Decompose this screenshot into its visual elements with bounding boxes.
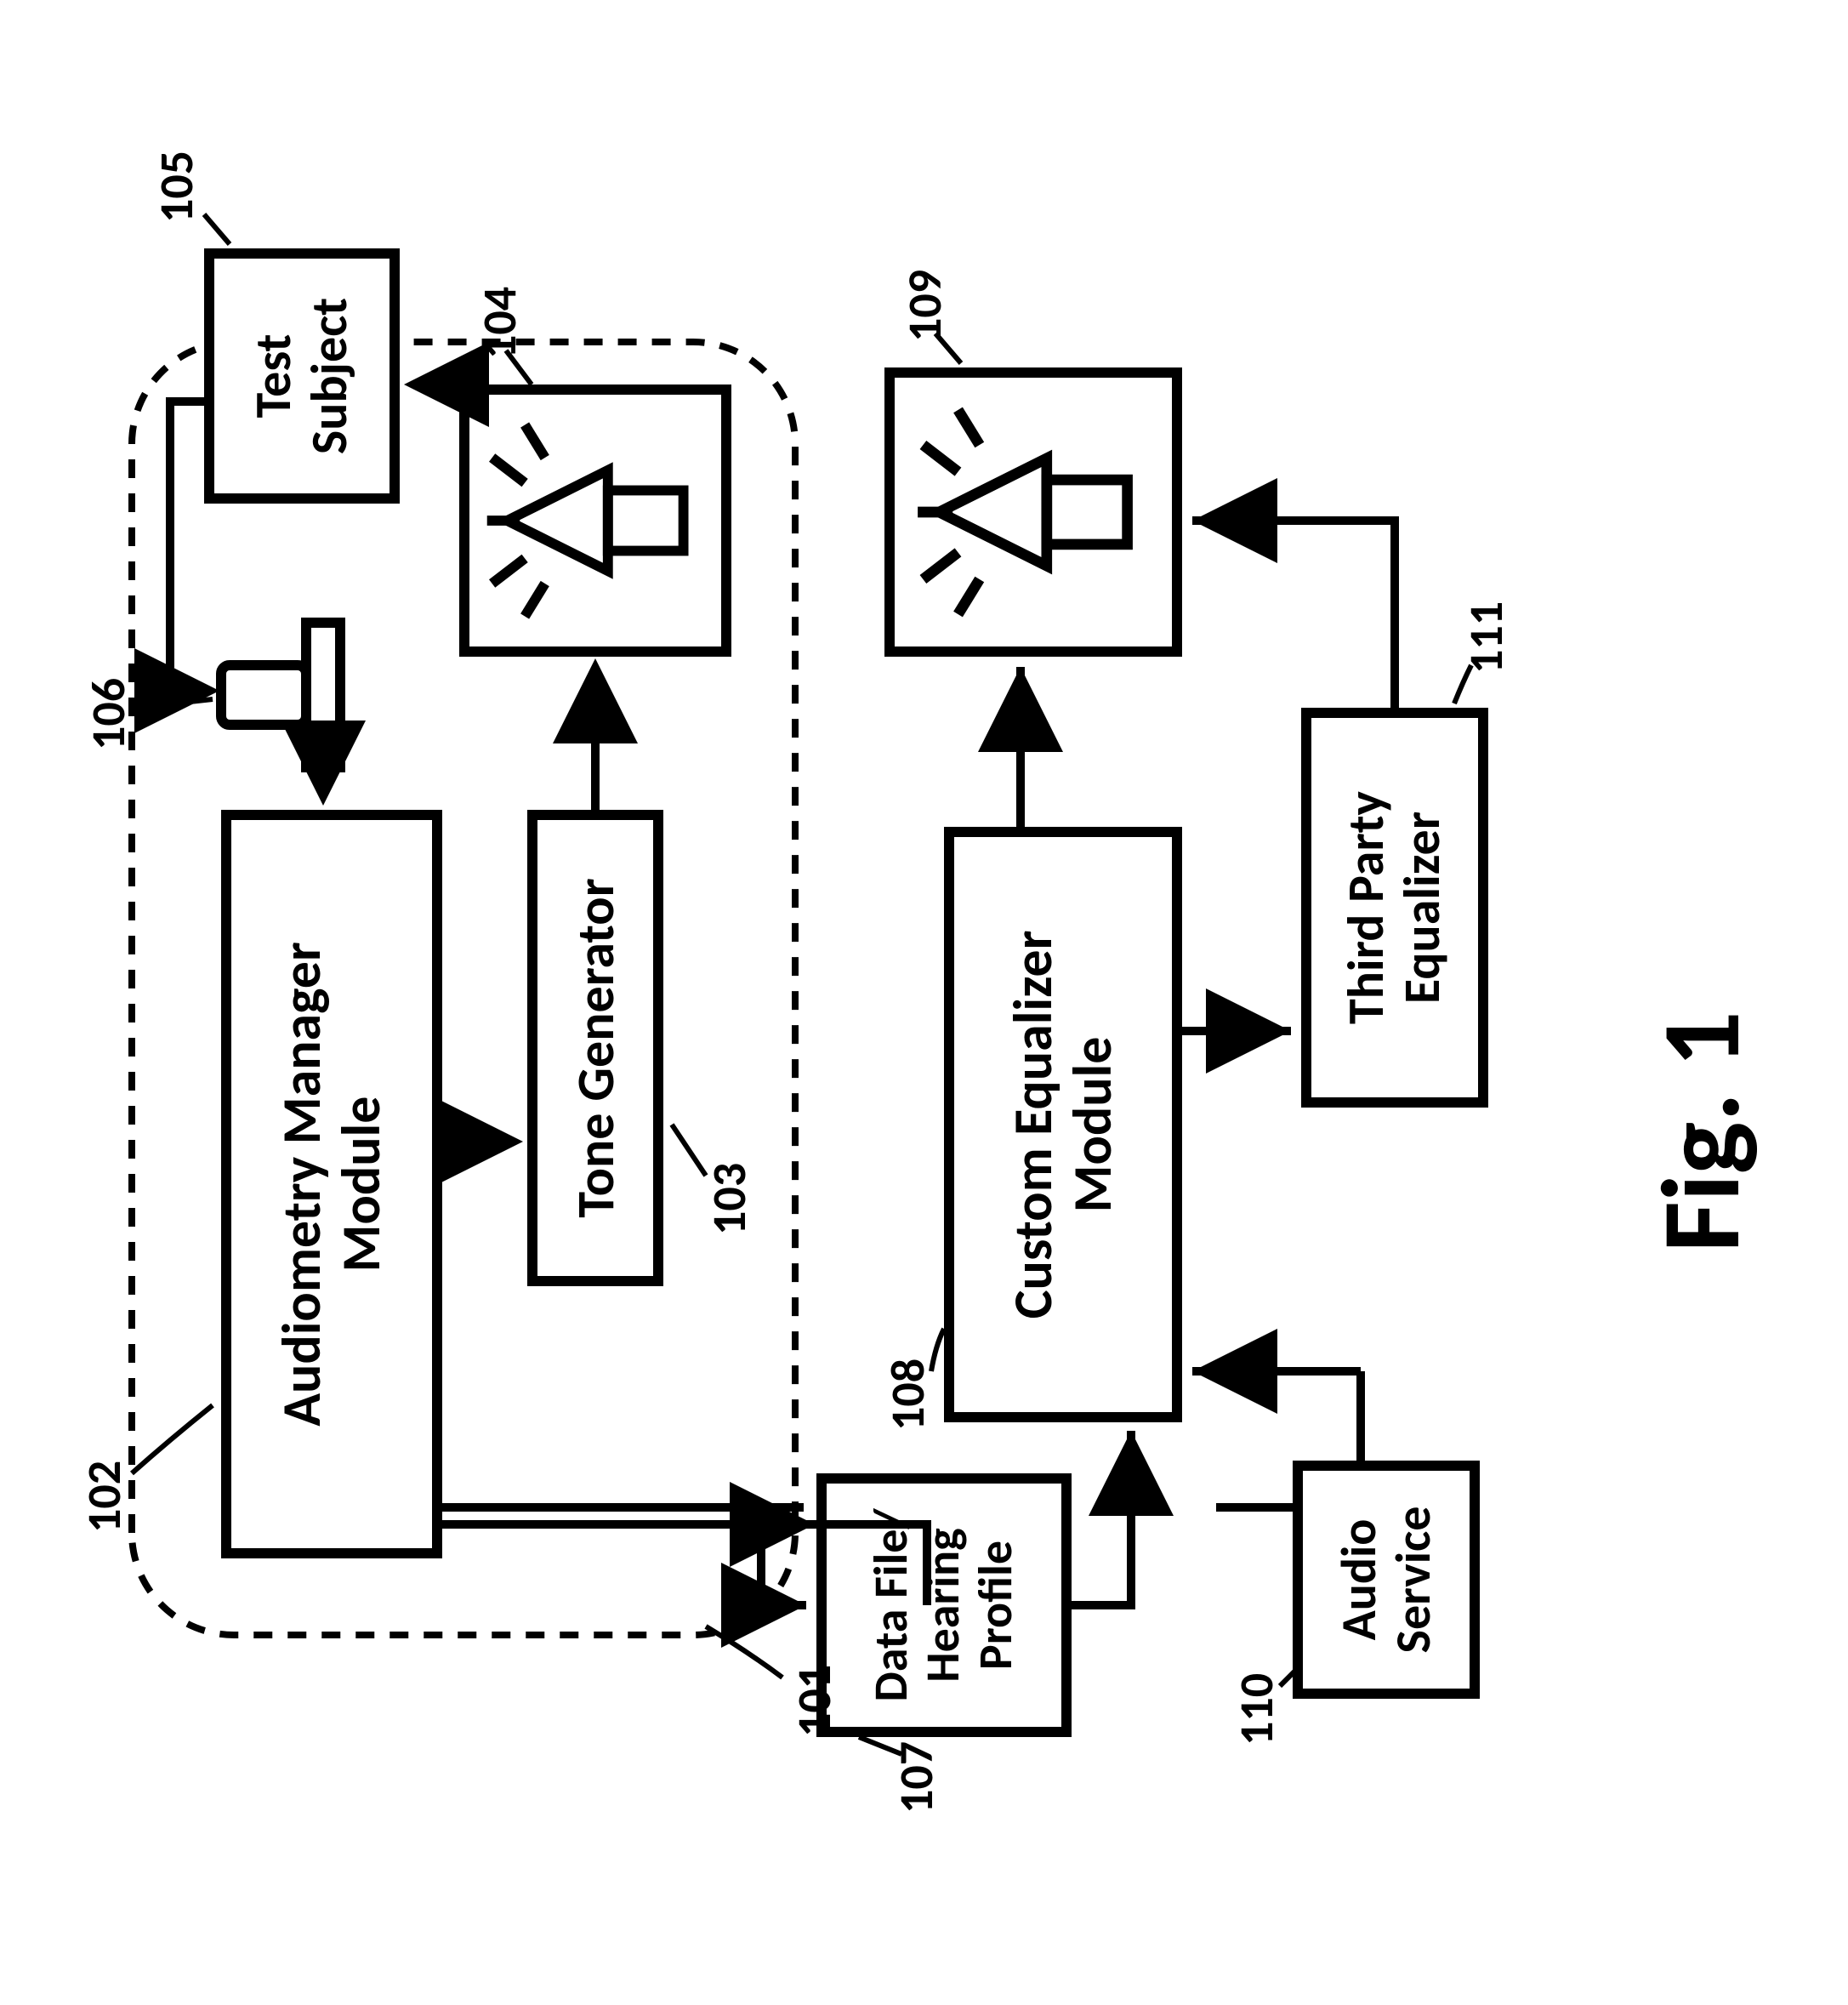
node-third-party-equalizer: Third PartyEqualizer [1301, 708, 1488, 1108]
node-audiometry-manager: Audiometry ManagerModule [221, 810, 442, 1558]
node-audio-service: AudioService [1293, 1461, 1480, 1699]
label-111: 111 [1463, 601, 1510, 674]
diagram-canvas: Audiometry ManagerModule Tone Generator … [0, 0, 1848, 1848]
node-label: Tone Generator [566, 878, 624, 1217]
label-110: 110 [1233, 1673, 1281, 1746]
label-104: 104 [476, 287, 524, 359]
label-103: 103 [706, 1163, 753, 1235]
label-109: 109 [901, 270, 949, 342]
node-test-subject: TestSubject [204, 248, 400, 504]
node-tone-generator: Tone Generator [527, 810, 663, 1286]
speaker-104 [459, 384, 731, 657]
node-label: Audiometry ManagerModule [272, 942, 392, 1427]
node-label: TestSubject [246, 298, 358, 454]
label-105: 105 [153, 151, 201, 223]
figure-label: Fig. 1 [1633, 1011, 1768, 1252]
label-106: 106 [85, 678, 133, 750]
label-101: 101 [791, 1665, 839, 1737]
node-data-file: Data File/HearingProfile [816, 1473, 1072, 1737]
speaker-109 [884, 367, 1182, 657]
label-107: 107 [893, 1741, 941, 1814]
label-108: 108 [884, 1359, 932, 1431]
node-label: Third PartyEqualizer [1339, 791, 1451, 1024]
node-custom-equalizer: Custom EqualizerModule [944, 827, 1182, 1422]
node-label: AudioService [1332, 1507, 1441, 1654]
node-label: Data File/HearingProfile [866, 1508, 1023, 1701]
label-102: 102 [81, 1461, 128, 1533]
node-label: Custom EqualizerModule [1004, 931, 1123, 1319]
